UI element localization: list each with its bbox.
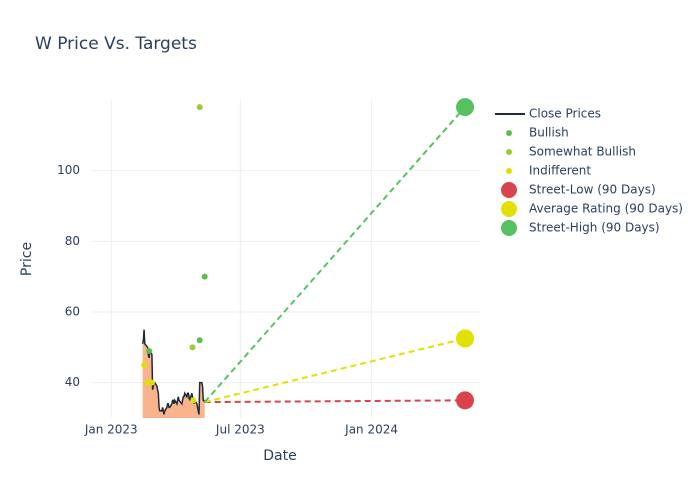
legend-swatch	[501, 182, 517, 198]
x-axis-title: Date	[263, 448, 296, 464]
y-tick-label: 80	[65, 234, 80, 248]
rating-point	[146, 347, 153, 354]
y-axis-title: Price	[19, 242, 35, 276]
legend-swatch	[506, 130, 512, 136]
y-tick-label: 60	[65, 305, 80, 319]
rating-point	[141, 362, 148, 368]
target-line	[204, 337, 466, 404]
rating-point	[189, 344, 196, 351]
legend-swatch	[506, 168, 512, 174]
legend-label: Average Rating (90 Days)	[529, 202, 683, 216]
x-tick-label: Jan 2024	[344, 423, 398, 437]
rating-point	[201, 273, 208, 280]
legend-label: Indifferent	[529, 164, 591, 178]
legend-swatch	[506, 149, 512, 155]
rating-point	[190, 397, 197, 404]
rating-point	[144, 379, 151, 386]
target-point	[456, 98, 475, 117]
y-tick-label: 40	[65, 375, 80, 389]
legend-label: Somewhat Bullish	[529, 145, 636, 159]
legend-label: Street-High (90 Days)	[529, 221, 660, 235]
legend-label: Bullish	[529, 126, 569, 140]
legend-swatch	[501, 201, 517, 217]
target-line	[203, 106, 466, 403]
chart-title: W Price Vs. Targets	[35, 34, 197, 54]
target-point	[456, 391, 475, 410]
target-line	[204, 399, 466, 404]
rating-point	[148, 379, 155, 386]
x-tick-label: Jan 2023	[84, 423, 138, 437]
rating-point	[196, 104, 203, 111]
y-tick-label: 100	[57, 163, 80, 177]
x-tick-label: Jul 2023	[215, 423, 265, 437]
legend-label: Close Prices	[529, 107, 601, 121]
target-point	[456, 329, 475, 348]
legend-label: Street-Low (90 Days)	[529, 183, 656, 197]
rating-point	[196, 337, 203, 344]
legend-swatch	[501, 220, 517, 236]
